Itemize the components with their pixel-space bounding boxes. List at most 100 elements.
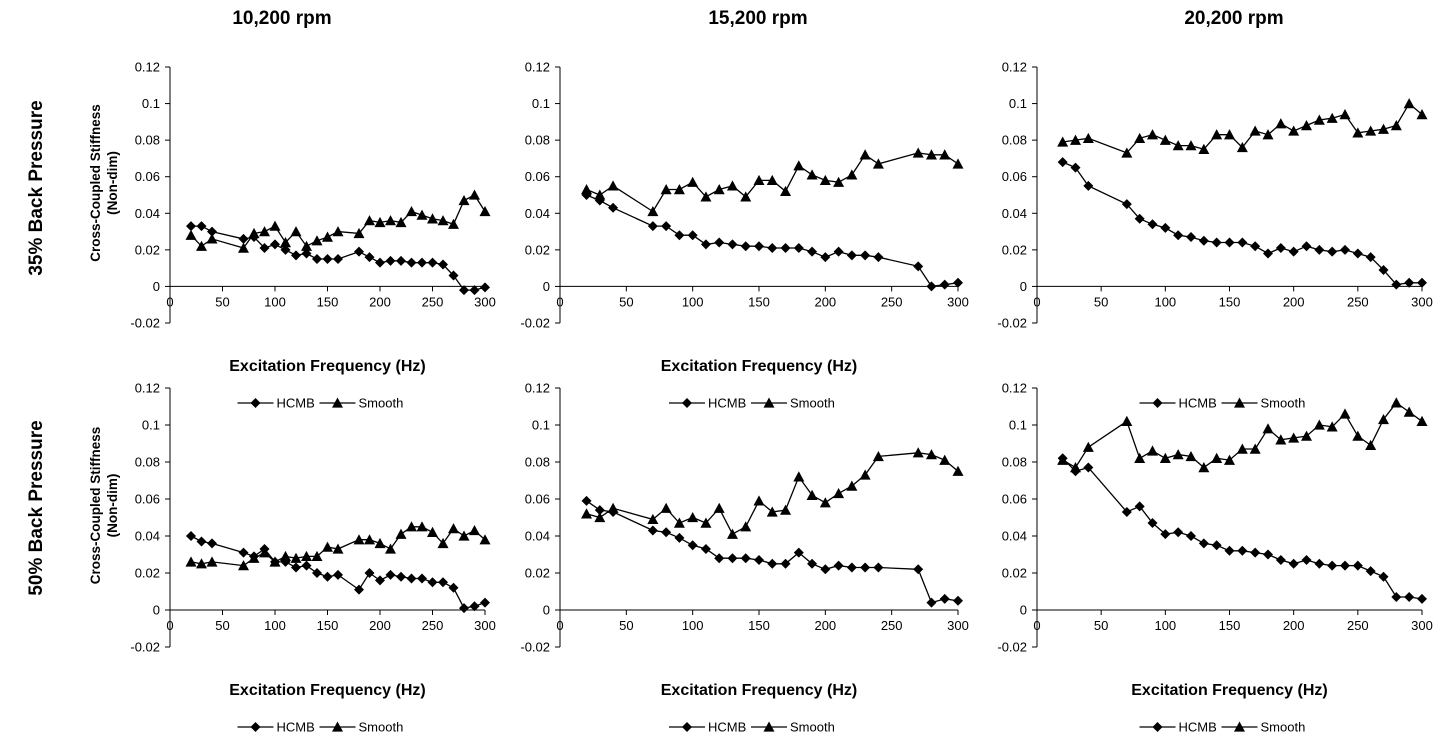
data-point-hcmb xyxy=(780,243,791,254)
data-point-smooth xyxy=(740,191,752,202)
data-point-hcmb xyxy=(406,257,417,268)
data-point-hcmb xyxy=(820,252,831,263)
data-point-hcmb xyxy=(469,601,480,612)
data-point-hcmb xyxy=(1250,547,1261,558)
data-point-smooth xyxy=(925,449,937,460)
chart-panel-5: 0.12 0.1 0.08 0.06 0.04 0.02 0 -0.02 0 50 100 150 20… xyxy=(520,381,968,735)
data-point-smooth xyxy=(1057,454,1069,465)
data-point-hcmb xyxy=(1391,279,1402,290)
data-point-hcmb xyxy=(1352,560,1363,571)
data-point-smooth xyxy=(594,189,606,200)
data-point-smooth xyxy=(912,447,924,458)
data-point-hcmb xyxy=(581,495,592,506)
data-point-smooth xyxy=(206,556,218,567)
data-point-hcmb xyxy=(833,560,844,571)
data-point-hcmb xyxy=(873,562,884,573)
data-point-hcmb xyxy=(196,536,207,547)
data-point-hcmb xyxy=(1301,241,1312,252)
data-point-smooth xyxy=(1172,140,1184,151)
x-tick-label: 200 xyxy=(814,618,836,633)
x-tick-label: 300 xyxy=(1411,618,1433,633)
data-point-hcmb xyxy=(1263,549,1273,560)
data-point-smooth xyxy=(469,189,480,200)
data-point-smooth xyxy=(1339,408,1351,419)
legend-marker-hcmb xyxy=(1152,722,1163,732)
data-point-smooth xyxy=(280,237,291,248)
data-point-hcmb xyxy=(727,553,738,564)
data-point-hcmb xyxy=(322,254,333,264)
x-tick-label: 100 xyxy=(1154,294,1176,309)
y-tick-label: 0.06 xyxy=(135,492,160,507)
data-point-hcmb xyxy=(846,562,857,573)
data-point-smooth xyxy=(1365,125,1377,136)
legend-label-smooth: Smooth xyxy=(1261,720,1306,735)
legend-marker-smooth xyxy=(763,721,775,732)
x-tick-label: 150 xyxy=(1219,294,1241,309)
data-point-hcmb xyxy=(322,571,333,582)
x-axis-label: Excitation Frequency (Hz) xyxy=(661,358,857,375)
y-tick-label: 0.04 xyxy=(1002,206,1027,221)
data-point-smooth xyxy=(416,521,428,532)
data-point-smooth xyxy=(1082,441,1094,452)
data-point-hcmb xyxy=(1186,232,1196,243)
data-point-smooth xyxy=(290,226,302,237)
data-point-hcmb xyxy=(1417,277,1427,288)
data-point-smooth xyxy=(1185,450,1197,462)
x-tick-label: 300 xyxy=(474,294,496,309)
x-tick-label: 250 xyxy=(1347,618,1369,633)
data-point-hcmb xyxy=(1327,246,1338,257)
data-point-hcmb xyxy=(1365,252,1376,263)
y-tick-label: 0.1 xyxy=(142,96,160,111)
data-point-smooth xyxy=(1262,423,1274,434)
data-point-hcmb xyxy=(807,558,818,569)
data-point-hcmb xyxy=(807,246,818,257)
data-point-smooth xyxy=(673,184,685,195)
legend-marker-hcmb xyxy=(250,722,261,732)
x-tick-label: 0 xyxy=(556,294,563,309)
y-tick-label: 0.06 xyxy=(1002,169,1027,184)
data-point-hcmb xyxy=(291,250,301,261)
y-tick-label: 0 xyxy=(1020,279,1027,294)
data-point-smooth xyxy=(406,205,417,217)
y-tick-label: 0.04 xyxy=(135,206,160,221)
data-point-hcmb xyxy=(280,244,291,255)
legend-label-smooth: Smooth xyxy=(1261,396,1306,411)
x-tick-label: 200 xyxy=(369,618,391,633)
data-point-smooth xyxy=(1121,415,1133,426)
data-point-smooth xyxy=(872,158,884,169)
data-point-hcmb xyxy=(427,577,438,588)
legend-label-hcmb: HCMB xyxy=(708,720,746,735)
row-title-35-back-pressure: 35% Back Pressure xyxy=(26,100,47,275)
data-point-smooth xyxy=(793,471,805,482)
data-point-smooth xyxy=(859,149,871,160)
data-point-smooth xyxy=(726,528,738,539)
legend-label-hcmb: HCMB xyxy=(708,396,746,411)
data-point-hcmb xyxy=(714,553,725,564)
y-tick-label: 0.02 xyxy=(135,242,160,257)
x-tick-label: 250 xyxy=(422,618,444,633)
x-tick-label: 100 xyxy=(264,294,286,309)
series-line-hcmb xyxy=(586,194,959,288)
data-point-hcmb xyxy=(396,571,406,582)
y-tick-label: -0.02 xyxy=(997,316,1027,331)
data-point-smooth xyxy=(322,541,333,552)
data-point-smooth xyxy=(353,227,365,239)
data-point-smooth xyxy=(806,169,818,180)
legend: HCMB Smooth xyxy=(669,720,835,735)
y-tick-label: -0.02 xyxy=(520,316,550,331)
x-axis-label: Excitation Frequency (Hz) xyxy=(229,682,425,699)
data-point-hcmb xyxy=(1121,506,1132,517)
data-point-smooth xyxy=(1416,415,1428,426)
data-point-smooth xyxy=(185,229,197,240)
x-tick-label: 250 xyxy=(881,618,903,633)
data-point-smooth xyxy=(1275,118,1287,129)
data-point-hcmb xyxy=(1288,558,1299,569)
data-point-smooth xyxy=(1390,397,1402,408)
x-tick-label: 250 xyxy=(422,294,444,309)
legend: HCMB Smooth xyxy=(669,396,835,411)
y-tick-label: 0 xyxy=(543,279,550,294)
legend-marker-hcmb xyxy=(682,722,692,732)
data-point-hcmb xyxy=(238,233,249,244)
data-point-hcmb xyxy=(1211,237,1222,248)
